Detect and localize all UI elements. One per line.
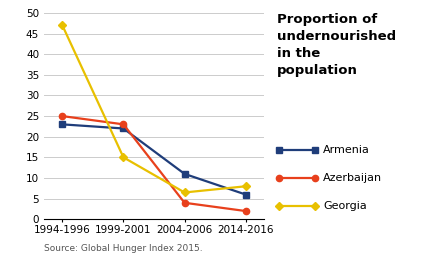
Georgia [60,24,65,27]
Text: Source: Global Hunger Index 2015.: Source: Global Hunger Index 2015. [44,244,203,253]
Text: Proportion of
undernourished
in the
population: Proportion of undernourished in the popu… [277,13,396,77]
Azerbaijan [60,115,65,118]
Text: Azerbaijan: Azerbaijan [323,173,382,183]
Text: Armenia: Armenia [323,145,370,155]
Georgia [121,156,126,159]
Text: Georgia: Georgia [323,201,367,211]
Armenia [182,172,187,175]
Azerbaijan [243,209,248,213]
Armenia [243,193,248,196]
Georgia [243,185,248,188]
Line: Azerbaijan: Azerbaijan [59,113,249,214]
Line: Armenia: Armenia [59,121,249,198]
Azerbaijan [182,201,187,204]
Armenia [121,127,126,130]
Georgia [182,191,187,194]
Armenia [60,123,65,126]
Line: Georgia: Georgia [59,22,249,196]
Azerbaijan [121,123,126,126]
